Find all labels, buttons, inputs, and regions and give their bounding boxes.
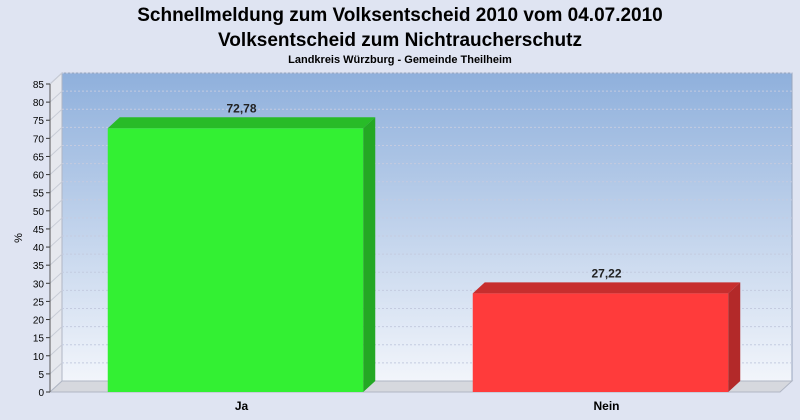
- y-axis-label: %: [13, 233, 25, 243]
- y-tick-label: 85: [33, 80, 45, 91]
- gridline-side: [49, 326, 63, 339]
- gridline-side: [49, 362, 63, 375]
- bar-top: [107, 117, 376, 129]
- y-tick-label: 75: [33, 116, 45, 127]
- bar-front: [472, 293, 729, 392]
- y-tick-label: 40: [33, 243, 45, 254]
- y-tick-label: 10: [33, 352, 45, 363]
- gridline-side: [49, 235, 63, 248]
- gridline-side: [49, 344, 63, 357]
- data-label: 27,22: [591, 266, 621, 280]
- y-tick-label: 70: [33, 134, 45, 145]
- y-tick-label: 65: [33, 152, 45, 163]
- gridline-side: [49, 199, 63, 212]
- y-tick-label: 5: [38, 370, 44, 381]
- gridline-side: [49, 145, 63, 157]
- bar-side: [363, 117, 376, 392]
- bar-nein: [472, 282, 741, 392]
- y-tick-label: 45: [33, 225, 45, 236]
- bar-front: [107, 128, 364, 392]
- y-tick-label: 80: [33, 98, 45, 109]
- y-tick-label: 0: [38, 388, 44, 399]
- x-tick-label: Ja: [235, 399, 249, 413]
- x-tick-label: Nein: [593, 399, 619, 413]
- gridline-side: [49, 90, 63, 103]
- y-tick-label: 25: [33, 297, 45, 308]
- bar-side: [728, 282, 741, 392]
- data-label: 72,78: [226, 101, 256, 115]
- y-tick-label: 50: [33, 207, 45, 218]
- y-tick-label: 60: [33, 171, 45, 182]
- gridline-side: [49, 163, 63, 175]
- chart-title-line-2: Volksentscheid zum Nichtraucherschutz: [218, 30, 582, 51]
- chart-title: Schnellmeldung zum Volksentscheid 2010 v…: [0, 3, 800, 53]
- gridline-side: [49, 271, 63, 284]
- y-tick-label: 20: [33, 316, 45, 327]
- y-tick-label: 30: [33, 279, 45, 290]
- y-tick-label: 55: [33, 189, 45, 200]
- chart-title-line-1: Schnellmeldung zum Volksentscheid 2010 v…: [137, 5, 663, 26]
- gridline-side: [49, 181, 63, 194]
- gridline-side: [49, 72, 63, 85]
- bar-ja: [107, 117, 376, 392]
- gridline-side: [49, 308, 63, 320]
- y-tick-label: 15: [33, 334, 45, 345]
- chart-subtitle: Landkreis Würzburg - Gemeinde Theilheim: [288, 54, 512, 66]
- gridline-side: [49, 290, 63, 302]
- gridline-side: [49, 108, 63, 121]
- gridline-side: [49, 126, 63, 139]
- plot-side-wall: [49, 71, 63, 394]
- gridline-side: [49, 253, 63, 266]
- bar-top: [472, 282, 741, 294]
- y-tick-label: 35: [33, 261, 45, 272]
- gridline-side: [49, 217, 63, 230]
